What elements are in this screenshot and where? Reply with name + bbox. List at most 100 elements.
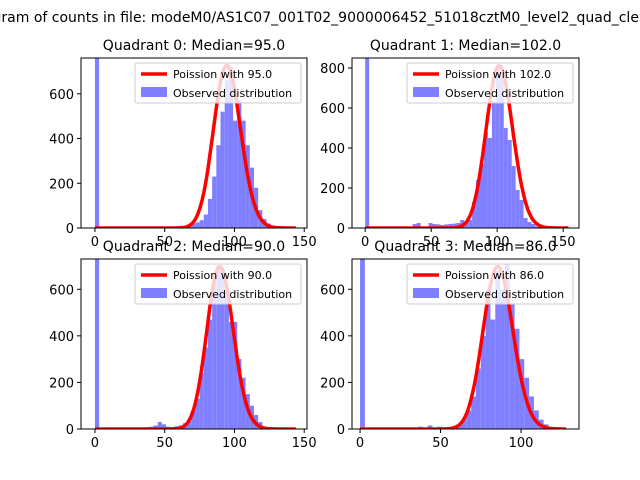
histogram-bar bbox=[187, 419, 192, 429]
histogram-bar bbox=[233, 321, 238, 429]
x-tick-label: 0 bbox=[356, 436, 364, 451]
y-tick-label: 400 bbox=[320, 142, 345, 157]
x-tick-label: 100 bbox=[222, 436, 247, 451]
histogram-bar bbox=[487, 138, 492, 228]
histogram-bar bbox=[499, 76, 504, 228]
x-tick-label: 150 bbox=[551, 235, 576, 250]
legend-hist-swatch bbox=[413, 288, 439, 298]
histogram-bar bbox=[245, 145, 250, 228]
legend-box bbox=[406, 62, 574, 104]
y-tick-label: 400 bbox=[49, 330, 74, 345]
histogram-bar bbox=[157, 422, 162, 429]
histogram-bar bbox=[444, 224, 449, 228]
x-tick-label: 100 bbox=[222, 235, 247, 250]
histogram-bar bbox=[507, 140, 512, 228]
legend-box bbox=[134, 62, 302, 104]
histogram-bar bbox=[483, 132, 488, 228]
histogram-bar bbox=[495, 270, 501, 429]
plot-area bbox=[94, 259, 297, 429]
axes-frame bbox=[351, 258, 580, 430]
histogram-bar bbox=[191, 410, 196, 429]
subplot-0: 0 50 100 150 0 200 400 600 Quadrant 0: Median=95… bbox=[49, 38, 316, 250]
histogram-bar-zero bbox=[94, 58, 100, 228]
histogram-bar bbox=[504, 263, 510, 429]
histogram-bar bbox=[461, 419, 467, 429]
histogram-bar bbox=[228, 321, 234, 429]
histogram-bar-zero bbox=[365, 58, 370, 228]
panel-title: Quadrant 2: Median=90.0 bbox=[103, 239, 285, 255]
histogram-bar bbox=[207, 319, 213, 429]
x-tick-label: 100 bbox=[509, 436, 534, 451]
histogram-bar bbox=[480, 164, 484, 228]
legend-hist-label: Observed distribution bbox=[173, 87, 292, 100]
histogram-bar bbox=[535, 226, 540, 228]
x-tick-label: 150 bbox=[292, 436, 317, 451]
histogram-bar bbox=[448, 224, 453, 228]
histogram-bar bbox=[216, 145, 221, 228]
histogram-bar bbox=[472, 202, 477, 228]
legend-hist-label: Observed distribution bbox=[173, 288, 292, 301]
poisson-fit-line bbox=[364, 63, 569, 228]
panel-title: Quadrant 0: Median=95.0 bbox=[103, 38, 285, 54]
histogram-bar bbox=[220, 270, 225, 429]
histogram-bar bbox=[476, 180, 481, 228]
histogram-bar bbox=[237, 359, 242, 429]
y-tick-label: 800 bbox=[320, 62, 345, 77]
legend-hist-label: Observed distribution bbox=[445, 288, 564, 301]
histogram-bar bbox=[233, 120, 238, 228]
y-tick-label: 0 bbox=[66, 222, 74, 237]
axes-frame bbox=[351, 57, 580, 229]
histogram-bar bbox=[464, 222, 469, 228]
subplot-1: 0 50 100 150 0 200 400 600 800 Quadrant 1: Median… bbox=[320, 38, 580, 250]
histogram-bar bbox=[412, 224, 417, 228]
y-tick-label: 200 bbox=[49, 376, 74, 391]
x-tick-label: 50 bbox=[156, 436, 173, 451]
y-tick-label: 200 bbox=[320, 376, 345, 391]
x-tick-label: 0 bbox=[91, 436, 99, 451]
histogram-bar bbox=[519, 200, 524, 228]
y-tick-label: 0 bbox=[66, 423, 74, 438]
histogram-bar bbox=[466, 410, 472, 429]
plot-area bbox=[94, 58, 297, 228]
poisson-fit-line bbox=[94, 63, 297, 228]
histogram-bar bbox=[241, 377, 246, 429]
legend-hist-label: Observed distribution bbox=[445, 87, 564, 100]
histogram-bar bbox=[491, 102, 496, 228]
panel-title: Quadrant 3: Median=86.0 bbox=[374, 239, 556, 255]
histogram-bar bbox=[527, 222, 532, 228]
y-tick-label: 0 bbox=[337, 222, 345, 237]
poisson-fit-line bbox=[359, 264, 567, 429]
x-tick-label: 50 bbox=[432, 436, 449, 451]
y-tick-label: 200 bbox=[49, 177, 74, 192]
histogram-bar bbox=[241, 120, 246, 228]
histogram-bar bbox=[161, 424, 167, 429]
histogram-bar bbox=[195, 222, 200, 228]
histogram-bar bbox=[514, 328, 520, 429]
panel-title: Quadrant 1: Median=102.0 bbox=[370, 38, 561, 54]
histogram-bar bbox=[216, 265, 221, 429]
y-tick-label: 600 bbox=[49, 283, 74, 298]
y-tick-label: 400 bbox=[320, 330, 345, 345]
histogram-bar bbox=[500, 289, 505, 429]
histogram-bar bbox=[191, 223, 196, 228]
histogram-bar bbox=[203, 347, 208, 429]
y-tick-label: 600 bbox=[49, 88, 74, 103]
histogram-bar bbox=[452, 223, 457, 228]
legend-fit-label: Poission with 102.0 bbox=[445, 68, 551, 81]
histogram-bar bbox=[432, 224, 437, 228]
histogram-bar bbox=[212, 284, 217, 429]
histogram-bar bbox=[485, 289, 491, 429]
y-tick-label: 600 bbox=[320, 283, 345, 298]
figure-suptitle: Histogram of counts in file: modeM0/AS1C… bbox=[0, 10, 640, 26]
x-tick-label: 50 bbox=[156, 235, 173, 250]
histogram-bar bbox=[203, 214, 208, 228]
histogram-bar bbox=[471, 396, 476, 429]
axes-frame bbox=[80, 57, 308, 229]
legend-box bbox=[134, 263, 302, 305]
histogram-bar bbox=[228, 66, 234, 228]
x-tick-label: 100 bbox=[485, 235, 510, 250]
y-tick-label: 0 bbox=[337, 423, 345, 438]
histogram-bar bbox=[199, 220, 204, 228]
histogram-bar bbox=[475, 368, 481, 429]
